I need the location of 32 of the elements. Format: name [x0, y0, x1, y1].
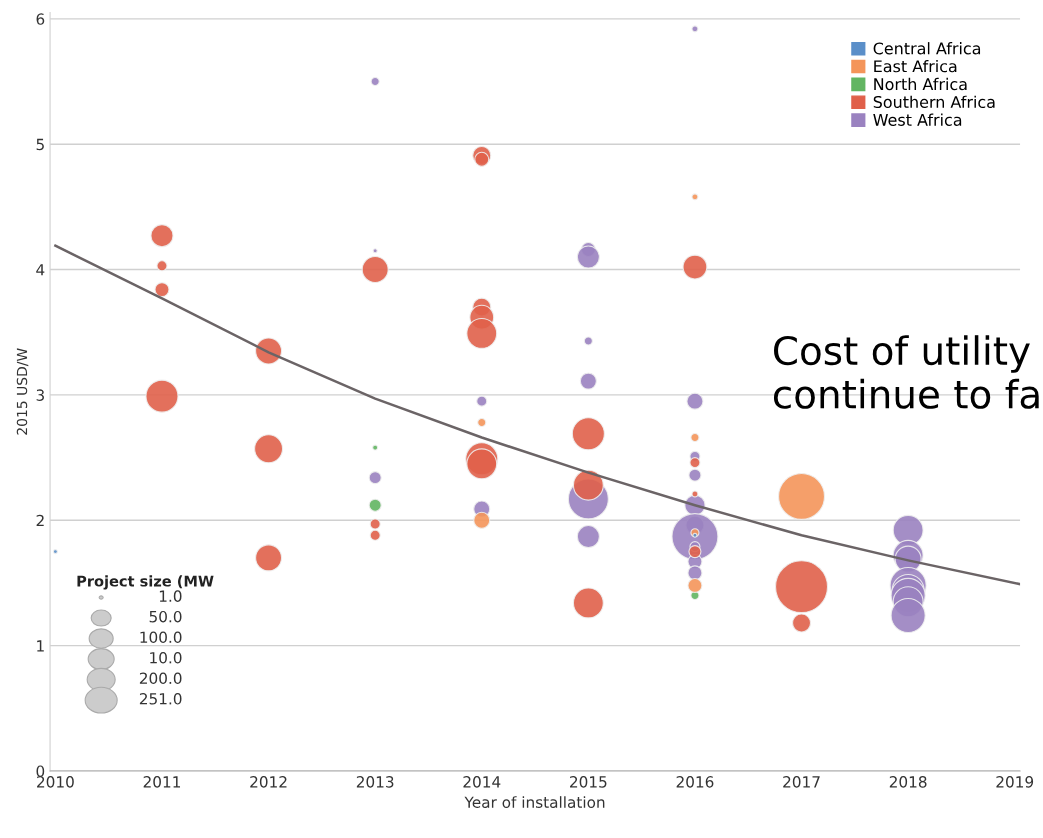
legend-label: West Africa: [873, 113, 962, 126]
annotation: 251.0: [139, 693, 182, 705]
annotation: 50.0: [149, 610, 182, 623]
legend-label: Central Africa: [873, 42, 981, 55]
x-axis-title: Year of installation: [464, 796, 605, 808]
x-tick-label: 2012: [250, 776, 287, 788]
y-tick-label: 1: [37, 640, 44, 652]
annotation: Project size (MW: [77, 575, 214, 590]
y-tick-label: 6: [36, 13, 45, 25]
x-tick-label: 2014: [463, 776, 501, 788]
x-tick-label: 2013: [356, 776, 394, 788]
y-axis-title: 2015 USD/W: [16, 348, 29, 435]
annotation: Cost of utility continue to fa: [773, 335, 1039, 409]
x-tick-label: 2017: [783, 776, 820, 788]
x-tick-label: 2015: [570, 776, 607, 788]
annotation: 10.0: [150, 651, 182, 664]
y-tick-label: 4: [36, 264, 45, 276]
x-tick-label: 2018: [889, 776, 927, 788]
annotation: 200.0: [139, 672, 182, 685]
legend-label: North Africa: [874, 77, 967, 91]
annotation: 1.0: [159, 590, 182, 602]
y-tick-label: 3: [36, 389, 44, 401]
x-tick-label: 2010: [37, 776, 74, 788]
legend-label: Southern Africa: [873, 95, 995, 109]
annotation: 100.0: [140, 631, 182, 643]
x-tick-label: 2016: [676, 776, 714, 788]
legend-label: East Africa: [874, 59, 957, 73]
y-tick-label: 2: [36, 514, 44, 527]
y-tick-label: 5: [36, 138, 44, 151]
y-tick-label: 0: [36, 765, 45, 777]
x-tick-label: 2019: [996, 776, 1034, 788]
x-tick-label: 2011: [143, 776, 181, 788]
